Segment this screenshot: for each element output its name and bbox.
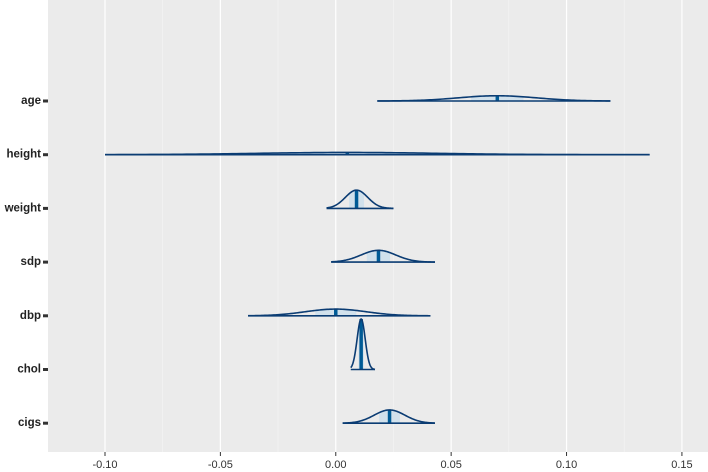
x-tick-label: -0.05 — [208, 459, 233, 471]
x-tick-label: 0.15 — [671, 459, 692, 471]
x-tick-label: -0.10 — [92, 459, 117, 471]
y-tick-label: weight — [4, 202, 42, 214]
x-tick-label: 0.05 — [440, 459, 461, 471]
y-tick-label: sdp — [21, 256, 41, 268]
y-tick-label: dbp — [20, 310, 41, 322]
density-outline — [331, 249, 436, 263]
x-tick-label: 0.10 — [556, 459, 577, 471]
y-tick-label: cigs — [18, 417, 41, 429]
panel — [48, 0, 708, 452]
density-outline — [350, 318, 376, 371]
y-tick-label: age — [21, 95, 41, 107]
density-outline — [342, 409, 436, 424]
x-tick-label: 0.00 — [325, 459, 346, 471]
density-outline — [326, 189, 394, 210]
y-tick-label: chol — [17, 364, 41, 376]
y-tick-label: height — [7, 149, 42, 161]
